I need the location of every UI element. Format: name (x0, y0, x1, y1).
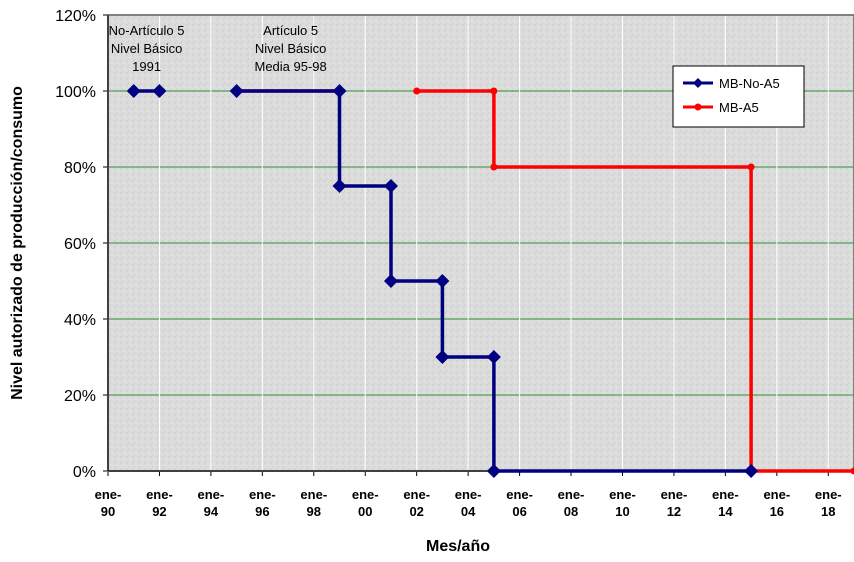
x-tick-label: ene-90 (95, 487, 122, 519)
legend-marker (695, 104, 702, 111)
x-tick-label: ene-12 (661, 487, 688, 519)
x-tick-label: ene-00 (352, 487, 379, 519)
y-tick-label: 60% (64, 236, 96, 253)
x-tick-label: ene-10 (609, 487, 636, 519)
x-axis-title: Mes/año (426, 538, 490, 555)
x-tick-label: ene-96 (249, 487, 276, 519)
y-tick-label: 40% (64, 312, 96, 329)
data-point (748, 164, 755, 171)
x-tick-label: ene-14 (712, 487, 739, 519)
legend-label: MB-No-A5 (719, 76, 780, 91)
x-tick-label: ene-94 (198, 487, 225, 519)
data-point (490, 164, 497, 171)
y-tick-label: 100% (55, 84, 96, 101)
y-tick-label: 0% (73, 464, 96, 481)
x-tick-label: ene-06 (506, 487, 533, 519)
x-tick-label: ene-08 (558, 487, 585, 519)
x-tick-label: ene-04 (455, 487, 482, 519)
legend-label: MB-A5 (719, 100, 759, 115)
data-point (413, 88, 420, 95)
x-tick-label: ene-02 (403, 487, 430, 519)
x-tick-label: ene-92 (146, 487, 173, 519)
y-tick-label: 120% (55, 8, 96, 25)
y-tick-label: 80% (64, 160, 96, 177)
data-point (490, 88, 497, 95)
y-tick-label: 20% (64, 388, 96, 405)
x-tick-label: ene-18 (815, 487, 842, 519)
x-tick-label: ene-16 (763, 487, 790, 519)
x-tick-label: ene-98 (300, 487, 327, 519)
y-axis-title: Nivel autorizado de producción/consumo (9, 86, 26, 400)
